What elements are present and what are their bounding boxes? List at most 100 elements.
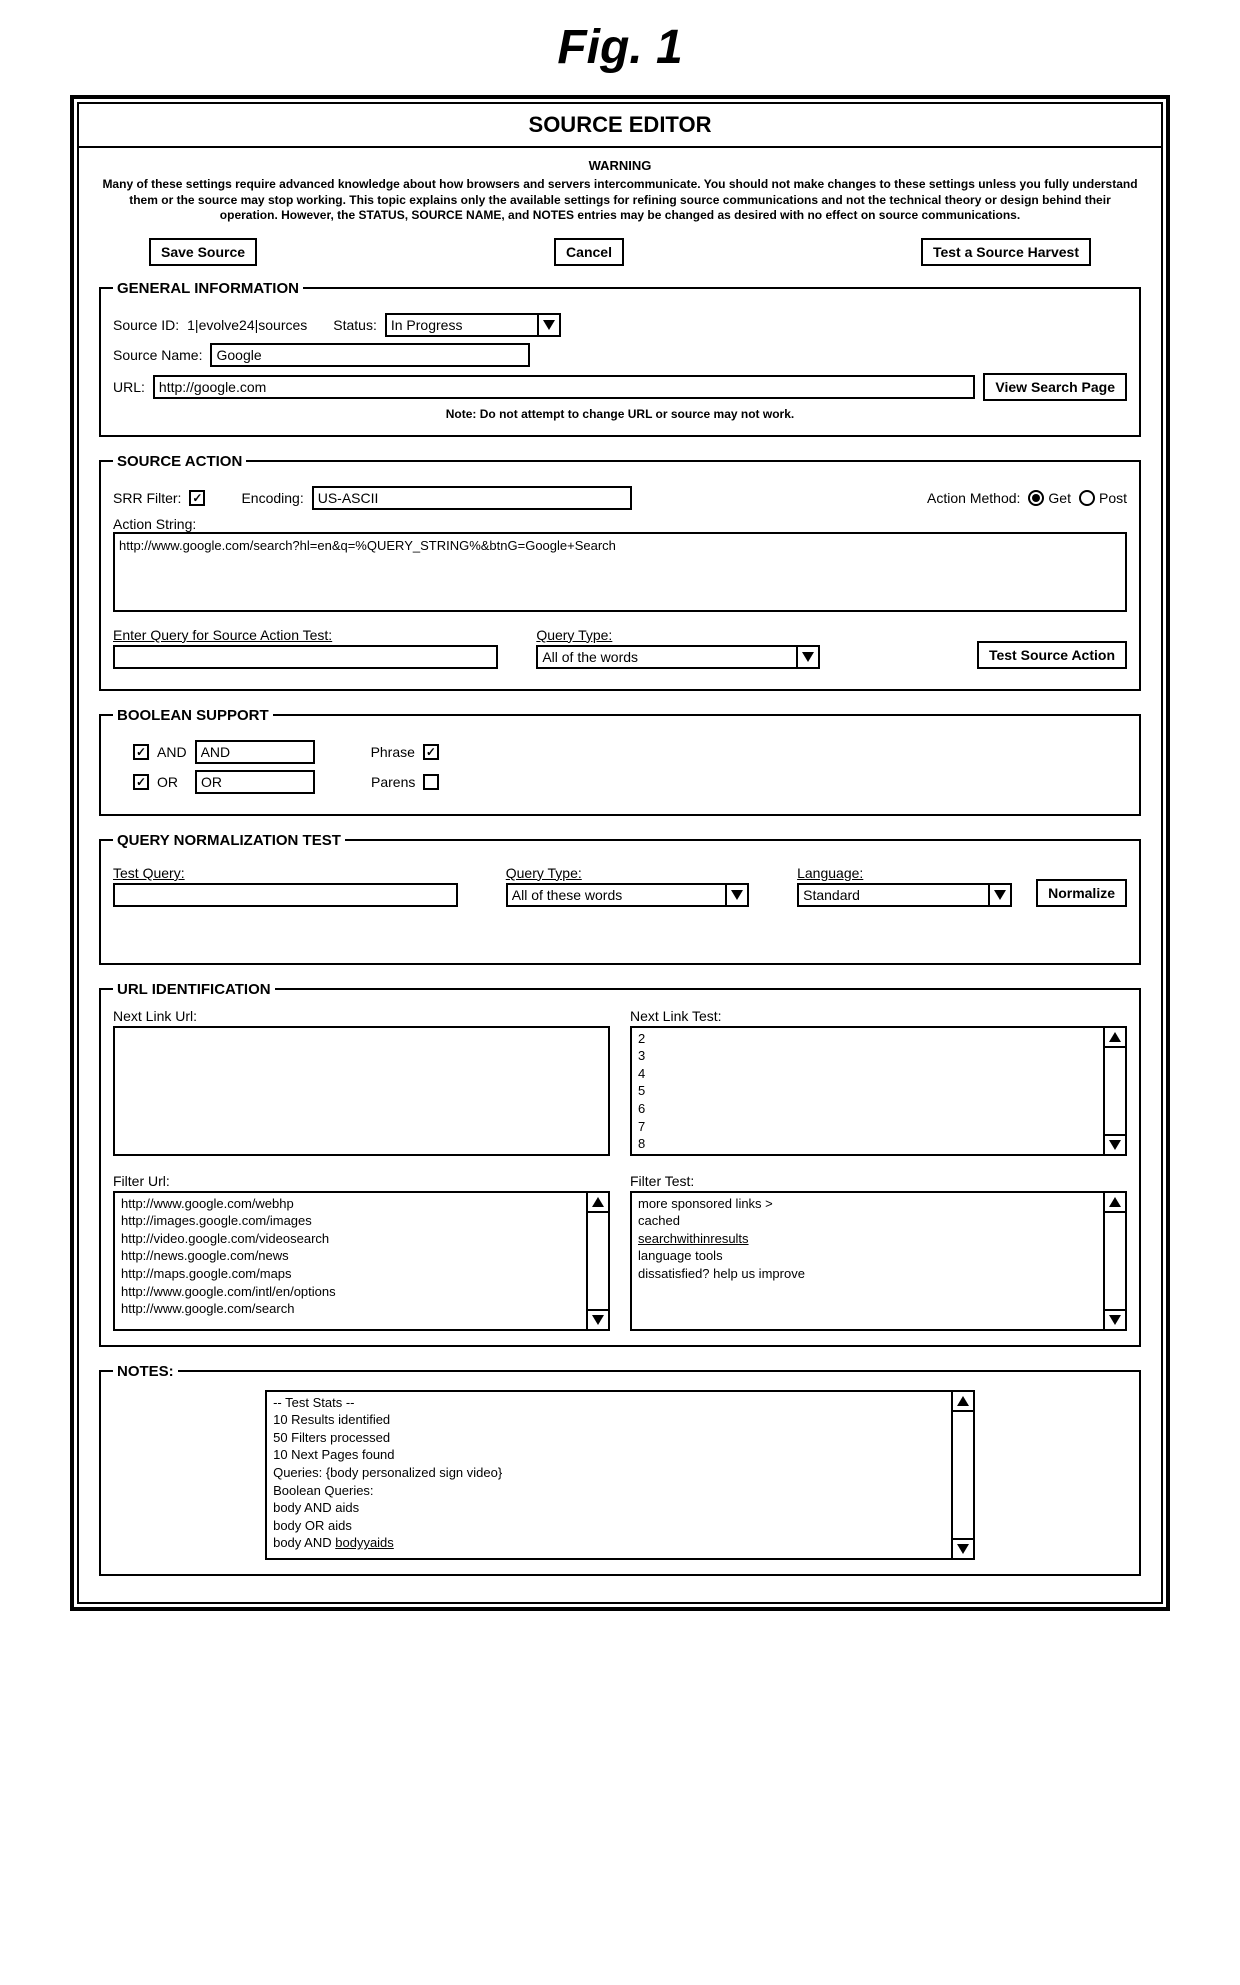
- scroll-up-icon[interactable]: [588, 1193, 608, 1213]
- url-note: Note: Do not attempt to change URL or so…: [113, 407, 1127, 421]
- scrollbar[interactable]: [586, 1193, 608, 1329]
- list-item[interactable]: 2: [638, 1030, 1097, 1048]
- list-item: body AND bodyyaids: [273, 1534, 945, 1552]
- test-source-action-button[interactable]: Test Source Action: [977, 641, 1127, 669]
- list-item: 50 Filters processed: [273, 1429, 945, 1447]
- language-label: Language:: [797, 865, 1012, 881]
- query-type-select[interactable]: [536, 645, 820, 669]
- list-item[interactable]: http://maps.google.com/maps: [121, 1265, 580, 1283]
- next-link-url-label: Next Link Url:: [113, 1008, 610, 1024]
- and-label: AND: [157, 744, 187, 760]
- action-string-textarea[interactable]: [113, 532, 1127, 612]
- list-item[interactable]: more sponsored links >: [638, 1195, 1097, 1213]
- url-identification-fieldset: URL IDENTIFICATION Next Link Url: Next L…: [99, 981, 1141, 1347]
- test-query-input[interactable]: [113, 883, 458, 907]
- parens-checkbox[interactable]: [423, 774, 439, 790]
- notes-listbox[interactable]: -- Test Stats --10 Results identified50 …: [265, 1390, 975, 1560]
- and-input[interactable]: [195, 740, 315, 764]
- source-action-fieldset: SOURCE ACTION SRR Filter: ✓ Encoding: Ac…: [99, 453, 1141, 691]
- view-search-page-button[interactable]: View Search Page: [983, 373, 1127, 401]
- srr-filter-checkbox[interactable]: ✓: [189, 490, 205, 506]
- language-value[interactable]: [799, 885, 988, 905]
- qnorm-query-type-select[interactable]: [506, 883, 749, 907]
- cancel-button[interactable]: Cancel: [554, 238, 624, 266]
- list-item[interactable]: 8: [638, 1135, 1097, 1153]
- source-id-value: 1|evolve24|sources: [187, 317, 307, 333]
- general-legend: GENERAL INFORMATION: [113, 280, 303, 297]
- list-item[interactable]: 3: [638, 1047, 1097, 1065]
- save-source-button[interactable]: Save Source: [149, 238, 257, 266]
- scroll-up-icon[interactable]: [953, 1392, 973, 1412]
- list-item[interactable]: 6: [638, 1100, 1097, 1118]
- list-item[interactable]: http://video.google.com/videosearch: [121, 1230, 580, 1248]
- general-information-fieldset: GENERAL INFORMATION Source ID: 1|evolve2…: [99, 280, 1141, 437]
- filter-url-label: Filter Url:: [113, 1173, 610, 1189]
- chevron-down-icon: [537, 315, 559, 335]
- scroll-up-icon[interactable]: [1105, 1028, 1125, 1048]
- test-harvest-button[interactable]: Test a Source Harvest: [921, 238, 1091, 266]
- list-item[interactable]: http://www.google.com/webhp: [121, 1195, 580, 1213]
- url-input[interactable]: [153, 375, 976, 399]
- filter-test-label: Filter Test:: [630, 1173, 1127, 1189]
- url-label: URL:: [113, 379, 145, 395]
- chevron-down-icon: [725, 885, 747, 905]
- filter-test-listbox[interactable]: more sponsored links >cachedsearchwithin…: [630, 1191, 1127, 1331]
- status-value[interactable]: [387, 315, 537, 335]
- list-item[interactable]: cached: [638, 1212, 1097, 1230]
- encoding-label: Encoding:: [241, 490, 303, 506]
- source-name-input[interactable]: [210, 343, 530, 367]
- encoding-input[interactable]: [312, 486, 632, 510]
- list-item[interactable]: dissatisfied? help us improve: [638, 1265, 1097, 1283]
- list-item: Boolean Queries:: [273, 1482, 945, 1500]
- source-action-test-input[interactable]: [113, 645, 498, 669]
- list-item: 10 Results identified: [273, 1411, 945, 1429]
- scroll-up-icon[interactable]: [1105, 1193, 1125, 1213]
- scrollbar[interactable]: [1103, 1028, 1125, 1154]
- boolean-legend: BOOLEAN SUPPORT: [113, 707, 273, 724]
- or-input[interactable]: [195, 770, 315, 794]
- method-post-label: Post: [1099, 490, 1127, 506]
- scroll-down-icon[interactable]: [1105, 1309, 1125, 1329]
- status-select[interactable]: [385, 313, 561, 337]
- filter-url-listbox[interactable]: http://www.google.com/webhphttp://images…: [113, 1191, 610, 1331]
- warning-heading: WARNING: [99, 158, 1141, 173]
- or-checkbox[interactable]: ✓: [133, 774, 149, 790]
- normalize-button[interactable]: Normalize: [1036, 879, 1127, 907]
- list-item[interactable]: http://www.google.com/search: [121, 1300, 580, 1318]
- scroll-down-icon[interactable]: [953, 1538, 973, 1558]
- scroll-down-icon[interactable]: [1105, 1134, 1125, 1154]
- list-item: -- Test Stats --: [273, 1394, 945, 1412]
- chevron-down-icon: [988, 885, 1010, 905]
- qnorm-query-type-value[interactable]: [508, 885, 725, 905]
- chevron-down-icon: [796, 647, 818, 667]
- boolean-support-fieldset: BOOLEAN SUPPORT ✓ AND Phrase ✓ ✓ OR Pare…: [99, 707, 1141, 816]
- method-get-label: Get: [1048, 490, 1071, 506]
- method-get-radio[interactable]: Get: [1028, 490, 1071, 506]
- list-item[interactable]: http://www.google.com/intl/en/options: [121, 1283, 580, 1301]
- scroll-down-icon[interactable]: [588, 1309, 608, 1329]
- and-checkbox[interactable]: ✓: [133, 744, 149, 760]
- notes-legend: NOTES:: [113, 1363, 178, 1380]
- page-title: SOURCE EDITOR: [87, 112, 1153, 138]
- list-item[interactable]: 7: [638, 1118, 1097, 1136]
- query-type-label: Query Type:: [536, 627, 820, 643]
- list-item[interactable]: 4: [638, 1065, 1097, 1083]
- list-item[interactable]: http://news.google.com/news: [121, 1247, 580, 1265]
- list-item[interactable]: http://images.google.com/images: [121, 1212, 580, 1230]
- scrollbar[interactable]: [951, 1392, 973, 1558]
- action-string-label: Action String:: [113, 516, 1127, 532]
- list-item[interactable]: searchwithinresults: [638, 1230, 1097, 1248]
- srr-filter-label: SRR Filter:: [113, 490, 181, 506]
- query-type-value[interactable]: [538, 647, 796, 667]
- list-item: 10 Next Pages found: [273, 1446, 945, 1464]
- method-post-radio[interactable]: Post: [1079, 490, 1127, 506]
- list-item[interactable]: language tools: [638, 1247, 1097, 1265]
- phrase-checkbox[interactable]: ✓: [423, 744, 439, 760]
- next-link-test-label: Next Link Test:: [630, 1008, 1127, 1024]
- next-link-url-textarea[interactable]: [113, 1026, 610, 1156]
- list-item[interactable]: 5: [638, 1082, 1097, 1100]
- top-button-row: Save Source Cancel Test a Source Harvest: [99, 238, 1141, 280]
- scrollbar[interactable]: [1103, 1193, 1125, 1329]
- next-link-test-listbox[interactable]: 2345678: [630, 1026, 1127, 1156]
- language-select[interactable]: [797, 883, 1012, 907]
